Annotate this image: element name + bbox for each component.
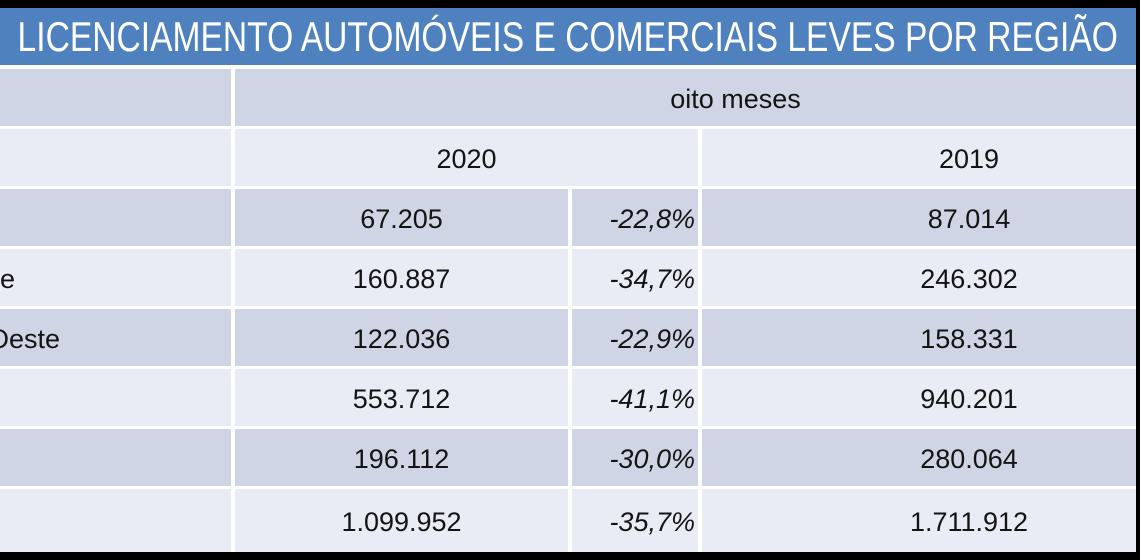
value-2019-cell: 940.201 [702, 369, 1140, 426]
slide-border-right [1136, 0, 1140, 560]
value-2020-cell: 1.099.952 [235, 489, 568, 552]
header-region-empty-cell [0, 69, 231, 126]
value-2020-cell: 122.036 [235, 309, 568, 366]
pct-change-cell: -22,8% [572, 189, 698, 246]
table-header-years-row: 2020 2019 [0, 129, 1140, 186]
value-2020-cell: 196.112 [235, 429, 568, 486]
value-2019-cell: 1.711.912 [702, 489, 1140, 552]
pct-change-cell: -41,1% [572, 369, 698, 426]
year-2019-header: 2019 [702, 129, 1140, 186]
pct-change-cell: -30,0% [572, 429, 698, 486]
pct-change-cell: -22,9% [572, 309, 698, 366]
value-2020-cell: 160.887 [235, 249, 568, 306]
slide-border-bottom [0, 552, 1140, 560]
region-licensing-table: oito meses 2020 2019 67.205 -22,8% 87.01… [0, 69, 1140, 552]
table-row: e 160.887 -34,7% 246.302 [0, 249, 1140, 306]
table-header-period-row: oito meses [0, 69, 1140, 126]
value-2019-cell: 158.331 [702, 309, 1140, 366]
table-row: Oeste 122.036 -22,9% 158.331 [0, 309, 1140, 366]
value-2020-cell: 67.205 [235, 189, 568, 246]
slide-border-top [0, 0, 1140, 8]
title-banner: LICENCIAMENTO AUTOMÓVEIS E COMERCIAIS LE… [0, 8, 1136, 65]
table-row: 553.712 -41,1% 940.201 [0, 369, 1140, 426]
table-row: 67.205 -22,8% 87.014 [0, 189, 1140, 246]
region-label-cell [0, 429, 231, 486]
page-title: LICENCIAMENTO AUTOMÓVEIS E COMERCIAIS LE… [17, 12, 1119, 60]
table-row-total: 1.099.952 -35,7% 1.711.912 [0, 489, 1140, 552]
header-region-empty-cell [0, 129, 231, 186]
year-2020-header: 2020 [235, 129, 698, 186]
value-2019-cell: 246.302 [702, 249, 1140, 306]
pct-change-cell: -34,7% [572, 249, 698, 306]
region-label-cell [0, 489, 231, 552]
table-row: 196.112 -30,0% 280.064 [0, 429, 1140, 486]
period-header-cell: oito meses [235, 69, 1140, 126]
region-label-cell [0, 189, 231, 246]
value-2020-cell: 553.712 [235, 369, 568, 426]
value-2019-cell: 280.064 [702, 429, 1140, 486]
value-2019-cell: 87.014 [702, 189, 1140, 246]
region-label-cell: Oeste [0, 309, 231, 366]
region-label-cell: e [0, 249, 231, 306]
pct-change-cell: -35,7% [572, 489, 698, 552]
region-label-cell [0, 369, 231, 426]
